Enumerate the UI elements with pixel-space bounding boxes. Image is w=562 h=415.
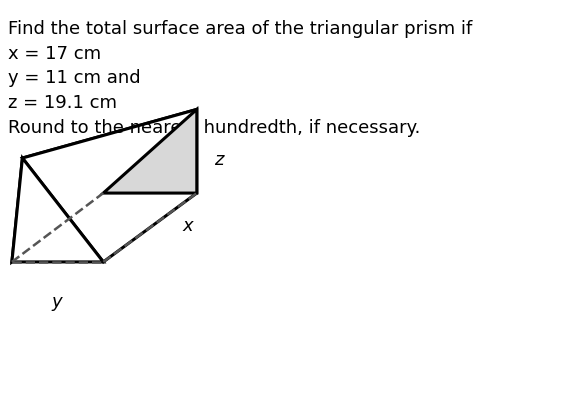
Text: z = 19.1 cm: z = 19.1 cm: [8, 94, 117, 112]
Polygon shape: [103, 110, 197, 193]
Text: Find the total surface area of the triangular prism if: Find the total surface area of the trian…: [8, 20, 472, 38]
Text: z: z: [214, 151, 224, 169]
Text: y: y: [51, 293, 62, 311]
Polygon shape: [22, 110, 197, 262]
Text: Round to the nearest hundredth, if necessary.: Round to the nearest hundredth, if neces…: [8, 119, 420, 137]
Text: x = 17 cm: x = 17 cm: [8, 45, 101, 63]
Polygon shape: [12, 158, 103, 262]
Text: y = 11 cm and: y = 11 cm and: [8, 69, 140, 88]
Text: x: x: [183, 217, 193, 235]
Polygon shape: [12, 110, 197, 262]
